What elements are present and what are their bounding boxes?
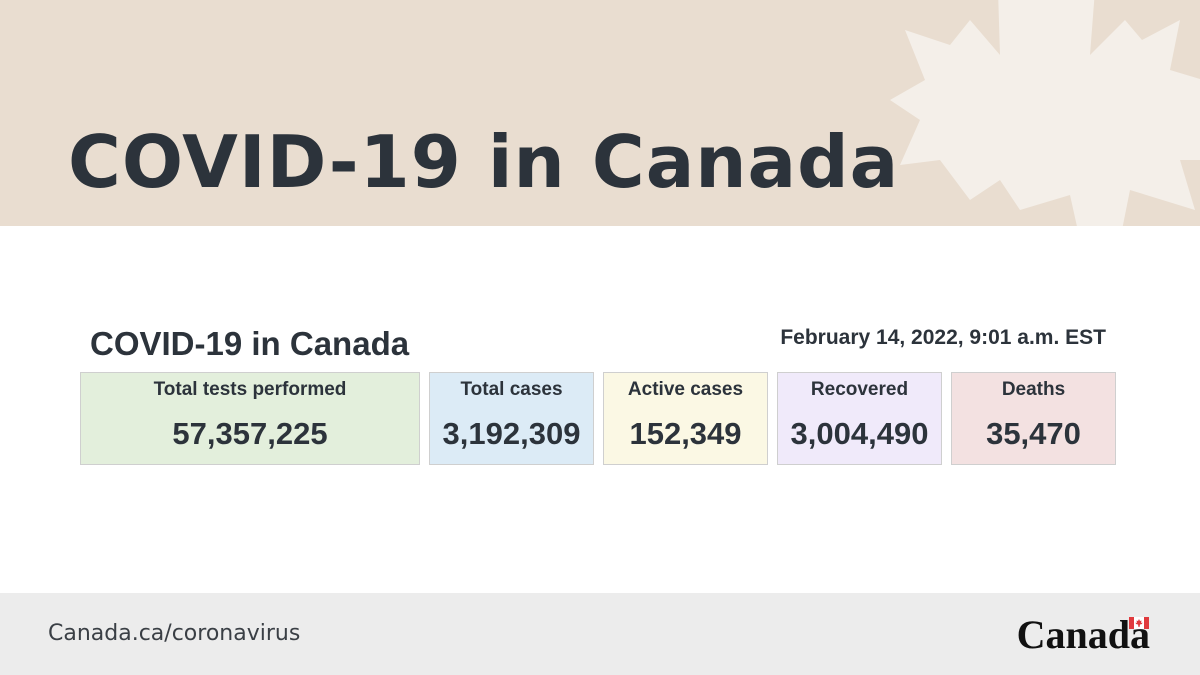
stat-label: Total cases <box>460 379 563 400</box>
stat-value: 152,349 <box>629 416 742 451</box>
canada-flag-icon <box>1129 617 1149 629</box>
stat-card-deaths: Deaths 35,470 <box>951 372 1116 465</box>
panel-title: COVID-19 in Canada <box>90 325 410 362</box>
stat-card-total-cases: Total cases 3,192,309 <box>429 372 594 465</box>
stat-card-active-cases: Active cases 152,349 <box>603 372 768 465</box>
stat-card-recovered: Recovered 3,004,490 <box>777 372 942 465</box>
update-timestamp: February 14, 2022, 9:01 a.m. EST <box>780 326 1106 349</box>
footer-bar: Canada.ca/coronavirus Canada <box>0 593 1200 675</box>
stat-value: 3,192,309 <box>442 416 581 451</box>
stat-label: Total tests performed <box>153 379 347 400</box>
stat-value: 35,470 <box>986 416 1081 451</box>
canada-wordmark: Canada <box>1016 612 1150 657</box>
canada-coronavirus-link[interactable]: Canada.ca/coronavirus <box>48 621 301 646</box>
stat-label: Active cases <box>627 379 744 400</box>
maple-leaf-icon <box>890 0 1200 226</box>
stat-value: 57,357,225 <box>172 416 328 451</box>
stat-card-total-tests: Total tests performed 57,357,225 <box>80 372 420 465</box>
stat-label: Deaths <box>1001 379 1066 400</box>
banner-title: COVID-19 in Canada <box>68 120 900 204</box>
stat-value: 3,004,490 <box>790 416 929 451</box>
header-banner: COVID-19 in Canada <box>0 0 1200 226</box>
stat-label: Recovered <box>810 379 909 400</box>
